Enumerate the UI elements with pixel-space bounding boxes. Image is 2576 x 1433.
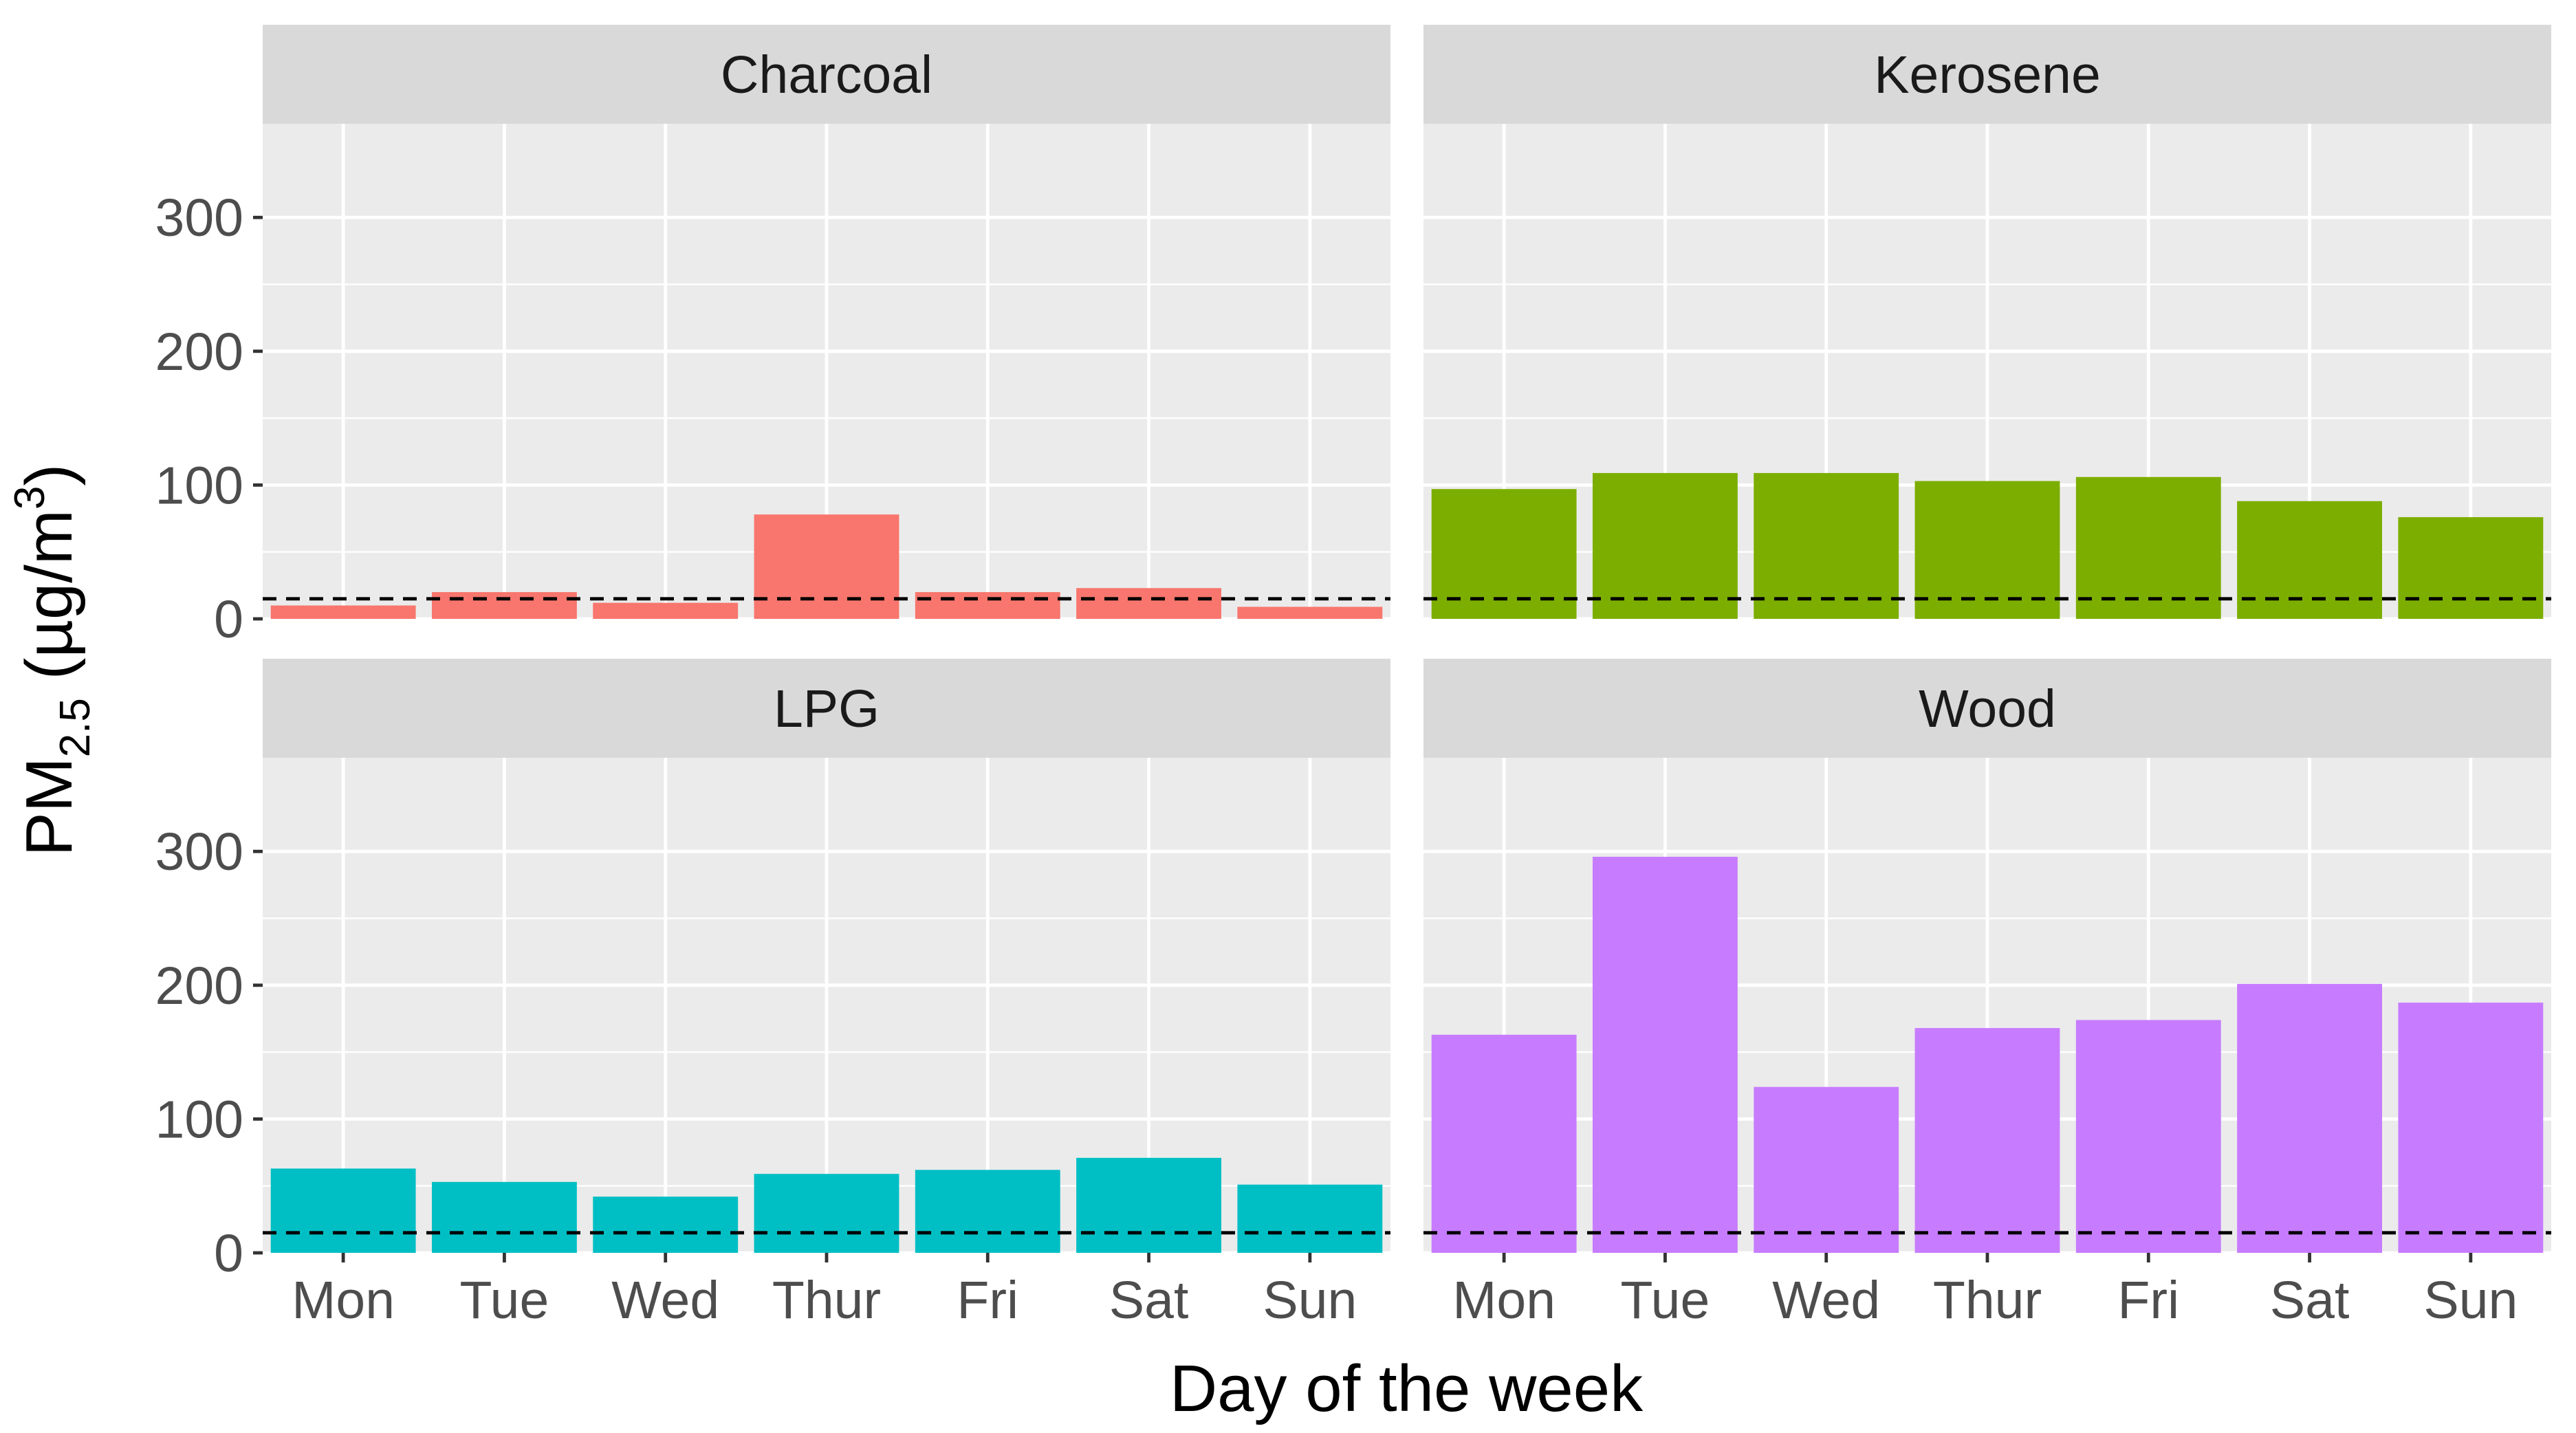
y-tick-label: 100 bbox=[155, 1090, 243, 1149]
x-tick-label: Sun bbox=[2423, 1271, 2518, 1330]
y-tick-label: 300 bbox=[155, 822, 243, 882]
y-tick-label: 0 bbox=[214, 1224, 243, 1283]
facet-strip-label: LPG bbox=[774, 679, 880, 739]
x-tick-label: Mon bbox=[1452, 1271, 1556, 1330]
bar bbox=[2237, 983, 2382, 1253]
x-tick-label: Fri bbox=[2117, 1271, 2179, 1330]
bar bbox=[2237, 501, 2382, 619]
bar bbox=[1076, 1157, 1221, 1253]
x-axis-title: Day of the week bbox=[1170, 1352, 1644, 1425]
bar bbox=[915, 1170, 1060, 1253]
bar bbox=[1754, 1086, 1899, 1253]
bar bbox=[1237, 1184, 1383, 1253]
facet-panel: Charcoal bbox=[263, 25, 1390, 621]
bar bbox=[432, 592, 577, 619]
bar bbox=[2398, 1003, 2544, 1253]
x-tick-label: Thur bbox=[1933, 1271, 2042, 1330]
x-tick-label: Fri bbox=[957, 1271, 1018, 1330]
bar bbox=[270, 1168, 416, 1253]
facet-panel: Wood bbox=[1423, 659, 2551, 1255]
facet-panel: LPG bbox=[263, 659, 1390, 1255]
x-tick-label: Tue bbox=[1621, 1271, 1710, 1330]
x-tick-label: Wed bbox=[1772, 1271, 1880, 1330]
bar bbox=[2398, 517, 2544, 619]
y-tick-label: 200 bbox=[155, 322, 243, 382]
bar bbox=[754, 1174, 899, 1253]
bar bbox=[432, 1181, 577, 1253]
bar bbox=[1914, 481, 2060, 619]
bar bbox=[1593, 857, 1738, 1253]
bar bbox=[1914, 1028, 2060, 1253]
facet-strip-label: Charcoal bbox=[721, 45, 932, 105]
facet-strip bbox=[1423, 25, 2551, 124]
y-tick-label: 0 bbox=[214, 590, 243, 649]
facet-strip bbox=[263, 659, 1390, 758]
facet-strip-label: Wood bbox=[1919, 679, 2056, 739]
bar bbox=[593, 602, 739, 619]
axes-layer: 0 100 200 300 0 100 200 300 Mon Tue Wed Thur Fri Sat S… bbox=[155, 188, 2518, 1330]
x-tick-label: Sat bbox=[1109, 1271, 1189, 1330]
bar bbox=[915, 592, 1060, 619]
bar bbox=[1237, 606, 1383, 619]
bar bbox=[1076, 588, 1221, 619]
bar bbox=[1431, 1034, 1577, 1253]
x-tick-label: Mon bbox=[292, 1271, 395, 1330]
bar bbox=[754, 514, 899, 619]
x-tick-label: Wed bbox=[611, 1271, 719, 1330]
facet-panel: Kerosene bbox=[1423, 25, 2551, 621]
bar bbox=[2075, 1020, 2221, 1253]
facet-strip bbox=[263, 25, 1390, 124]
bar bbox=[270, 605, 416, 619]
bar bbox=[1754, 472, 1899, 619]
facet-strip-label: Kerosene bbox=[1874, 45, 2101, 105]
x-tick-label: Thur bbox=[772, 1271, 881, 1330]
y-tick-label: 100 bbox=[155, 456, 243, 515]
bar bbox=[2075, 477, 2221, 619]
x-tick-label: Sat bbox=[2270, 1271, 2350, 1330]
y-axis-title: PM2.5 (µg/m3) bbox=[6, 464, 99, 857]
y-tick-label: 200 bbox=[155, 956, 243, 1016]
bar bbox=[1593, 472, 1738, 619]
panels-layer: Charcoal Kerosene LPG Wood bbox=[263, 25, 2551, 1255]
bar bbox=[593, 1196, 739, 1253]
facet-strip bbox=[1423, 659, 2551, 758]
x-tick-label: Sun bbox=[1263, 1271, 1357, 1330]
y-tick-label: 300 bbox=[155, 188, 243, 248]
x-tick-label: Tue bbox=[460, 1271, 549, 1330]
